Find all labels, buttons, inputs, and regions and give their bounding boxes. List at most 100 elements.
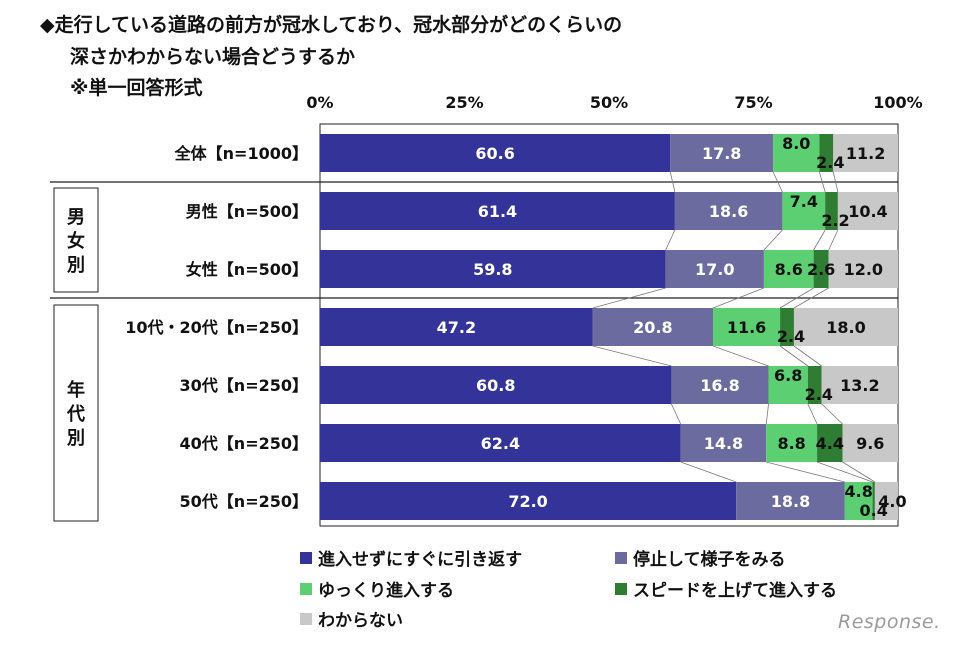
series-connector-line bbox=[766, 461, 845, 483]
legend-item: スピードを上げて進入する bbox=[615, 576, 837, 601]
group-label-box bbox=[53, 304, 99, 522]
bar-value-label: 11.2 bbox=[846, 144, 885, 163]
x-tick-label: 50% bbox=[590, 93, 628, 112]
row-category-label: 女性【n=500】 bbox=[186, 260, 308, 279]
bar-value-label: 12.0 bbox=[844, 260, 883, 279]
legend-swatch bbox=[615, 551, 627, 564]
bar-segment bbox=[844, 482, 873, 520]
row-category-label: 全体【n=1000】 bbox=[174, 144, 308, 163]
series-connector-line bbox=[793, 287, 829, 309]
bar-segment bbox=[842, 424, 898, 462]
response-watermark: Response. bbox=[838, 611, 941, 633]
bar-value-label: 2.4 bbox=[805, 385, 833, 404]
bar-value-label: 10.4 bbox=[848, 202, 887, 221]
bar-segment bbox=[837, 192, 898, 230]
legend-swatch bbox=[615, 582, 627, 595]
bar-segment bbox=[768, 366, 808, 404]
bar-value-label: 2.6 bbox=[807, 260, 835, 279]
bar-value-label: 60.8 bbox=[476, 376, 515, 395]
group-label-char: 別 bbox=[67, 255, 85, 276]
bar-segment bbox=[680, 424, 767, 462]
bar-segment bbox=[670, 134, 774, 172]
bar-value-label: 20.8 bbox=[633, 318, 672, 337]
bar-segment bbox=[819, 134, 834, 172]
bar-value-label: 4.0 bbox=[878, 492, 906, 511]
bar-segment bbox=[736, 482, 845, 520]
bar-segment bbox=[763, 250, 814, 288]
bar-segment bbox=[821, 366, 898, 404]
bar-segment bbox=[825, 192, 838, 230]
legend-label: 進入せずにすぐに引き返す bbox=[318, 550, 523, 570]
series-connector-line bbox=[832, 171, 839, 193]
legend-label: スピードを上げて進入する bbox=[633, 581, 837, 601]
series-connector-line bbox=[793, 345, 822, 367]
legend-label: 停止して様子をみる bbox=[633, 550, 786, 570]
row-category-label: 40代【n=250】 bbox=[180, 434, 308, 453]
bar-value-label: 8.6 bbox=[775, 260, 803, 279]
legend-swatch bbox=[300, 551, 312, 564]
series-connector-line bbox=[779, 287, 814, 309]
bar-segment bbox=[833, 134, 898, 172]
chart-title-line-2: 深さかわからない場合どうするか bbox=[70, 46, 356, 68]
bar-value-label: 17.0 bbox=[695, 260, 734, 279]
bar-segment bbox=[592, 308, 714, 346]
bar-segment bbox=[874, 482, 898, 520]
legend-label: ゆっくり進入する bbox=[318, 581, 454, 601]
bar-value-label: 14.8 bbox=[704, 434, 743, 453]
series-connector-line bbox=[765, 403, 769, 425]
series-connector-line bbox=[669, 171, 676, 193]
bar-value-label: 4.4 bbox=[816, 434, 844, 453]
bar-segment bbox=[817, 424, 843, 462]
bar-value-label: 72.0 bbox=[508, 492, 547, 511]
series-connector-line bbox=[592, 287, 666, 309]
bar-value-label: 4.8 bbox=[845, 482, 873, 501]
x-tick-label: 100% bbox=[873, 93, 922, 112]
bar-segment bbox=[780, 308, 794, 346]
group-label-char: 男 bbox=[67, 207, 85, 228]
bar-segment bbox=[674, 192, 783, 230]
legend-swatch bbox=[300, 612, 312, 625]
series-connector-line bbox=[813, 229, 826, 251]
legend-item: 停止して様子をみる bbox=[615, 545, 786, 570]
bar-value-label: 17.8 bbox=[702, 144, 741, 163]
bar-value-label: 60.6 bbox=[475, 144, 514, 163]
series-connector-line bbox=[712, 345, 769, 367]
bar-value-label: 47.2 bbox=[437, 318, 476, 337]
bar-value-label: 62.4 bbox=[481, 434, 520, 453]
group-label-box bbox=[53, 187, 99, 293]
series-connector-line bbox=[592, 345, 672, 367]
bar-segment bbox=[665, 250, 764, 288]
bar-segment bbox=[807, 366, 822, 404]
series-connector-line bbox=[680, 461, 737, 483]
legend-swatch bbox=[300, 582, 312, 595]
bar-value-label: 11.6 bbox=[727, 318, 766, 337]
bar-segment bbox=[320, 134, 671, 172]
bar-segment bbox=[320, 308, 593, 346]
bar-value-label: 8.0 bbox=[782, 134, 810, 153]
bar-segment bbox=[766, 424, 818, 462]
bar-value-label: 59.8 bbox=[473, 260, 512, 279]
series-connector-line bbox=[712, 287, 765, 309]
x-tick-label: 0% bbox=[306, 93, 333, 112]
bar-segment bbox=[828, 250, 898, 288]
bar-value-label: 0.4 bbox=[860, 501, 888, 520]
bar-value-label: 61.4 bbox=[478, 202, 517, 221]
bar-segment bbox=[872, 482, 875, 520]
x-tick-label: 75% bbox=[734, 93, 772, 112]
legend-item: わからない bbox=[300, 606, 403, 631]
series-connector-line bbox=[828, 229, 839, 251]
series-connector-line bbox=[816, 461, 873, 483]
bar-value-label: 18.0 bbox=[826, 318, 865, 337]
series-connector-line bbox=[819, 171, 826, 193]
group-label-char: 代 bbox=[66, 404, 85, 425]
row-category-label: 50代【n=250】 bbox=[180, 492, 308, 511]
series-connector-line bbox=[821, 403, 843, 425]
bar-segment bbox=[320, 366, 672, 404]
bar-value-label: 2.4 bbox=[816, 153, 844, 172]
legend-item: 進入せずにすぐに引き返す bbox=[300, 545, 522, 570]
bar-value-label: 18.8 bbox=[771, 492, 810, 511]
bar-segment bbox=[320, 250, 666, 288]
bar-value-label: 6.8 bbox=[774, 366, 802, 385]
bar-segment bbox=[793, 308, 898, 346]
